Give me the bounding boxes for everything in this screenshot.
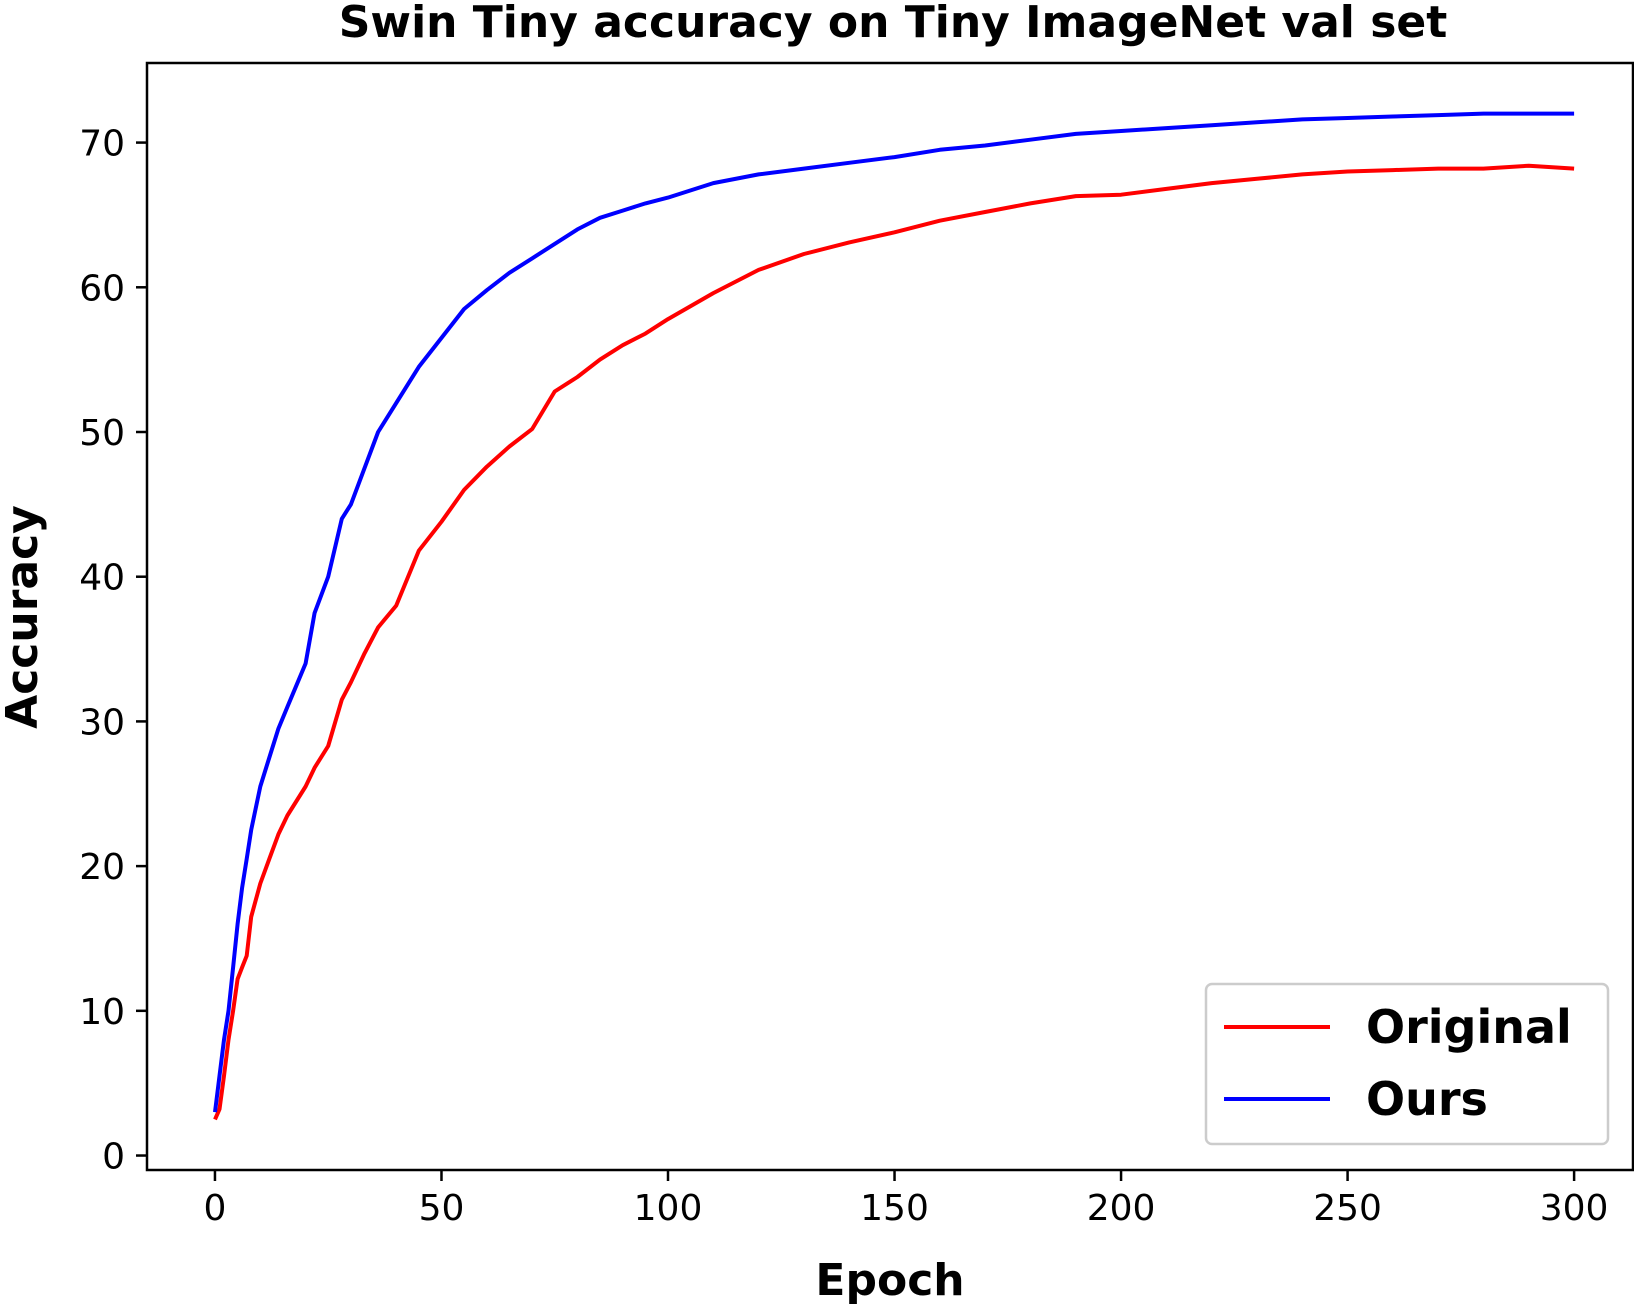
x-axis-label: Epoch [815, 1255, 964, 1306]
x-tick-label: 50 [419, 1188, 465, 1229]
y-tick-label: 20 [79, 847, 125, 888]
series-line-original [213, 163, 1575, 1121]
y-tick-label: 0 [102, 1137, 125, 1178]
y-axis-label: Accuracy [0, 505, 48, 729]
plot-area-frame [145, 61, 1634, 1172]
y-tick-label: 50 [79, 413, 125, 454]
x-tick-label: 200 [1087, 1188, 1156, 1229]
x-tick-label: 0 [204, 1188, 227, 1229]
y-axis-ticks: 0 10 20 30 40 50 60 70 [79, 124, 147, 1178]
x-tick-label: 100 [634, 1188, 703, 1229]
x-tick-label: 300 [1540, 1188, 1609, 1229]
y-tick-label: 40 [79, 558, 125, 599]
legend-frame [1204, 982, 1610, 1146]
x-axis-ticks: 0 50 100 150 200 250 300 [204, 1170, 1609, 1229]
y-tick-label: 60 [79, 268, 125, 309]
x-tick-label: 250 [1313, 1188, 1382, 1229]
y-tick-label: 10 [79, 992, 125, 1033]
legend-label-ours: Ours [1366, 1072, 1488, 1126]
y-tick-label: 70 [79, 124, 125, 165]
legend-label-original: Original [1366, 1000, 1572, 1054]
chart-title: Swin Tiny accuracy on Tiny ImageNet val … [339, 0, 1448, 48]
y-tick-label: 30 [79, 702, 125, 743]
series-line-ours [213, 111, 1575, 1113]
legend: Original Ours [1204, 982, 1610, 1146]
series-layer [213, 111, 1575, 1121]
x-tick-label: 150 [860, 1188, 929, 1229]
